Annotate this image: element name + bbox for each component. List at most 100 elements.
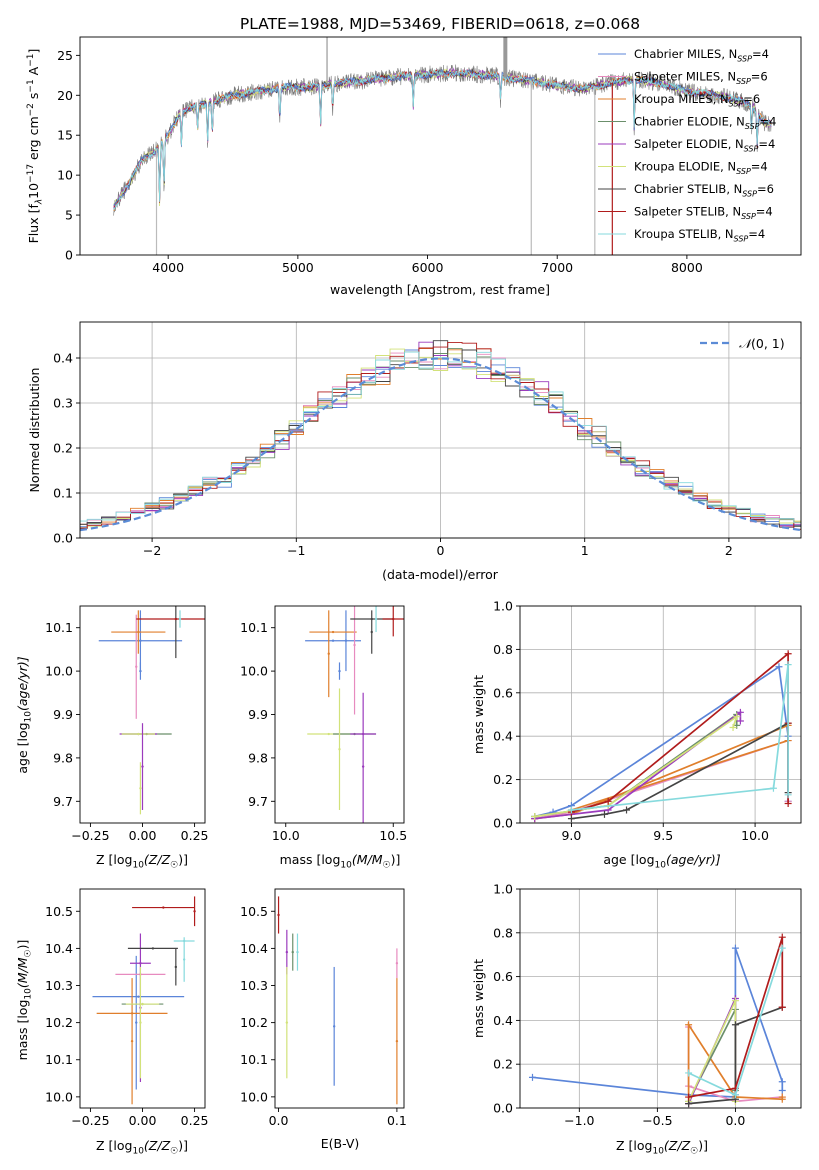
legend-entry: 𝒩(0, 1): [739, 336, 785, 351]
legend-name: Kroupa STELIB, N: [634, 227, 734, 241]
weight-marker: [784, 791, 792, 799]
data-point: [174, 617, 178, 621]
data-point: [327, 732, 330, 736]
legend-name: Kroupa MILES, N: [634, 92, 729, 106]
weight-marker: [685, 1021, 693, 1029]
data-point: [285, 1021, 289, 1024]
label-part: ☉: [170, 1147, 178, 1157]
weight-marker: [685, 1093, 693, 1101]
y-tick-label: 0.0: [53, 531, 73, 546]
weight-marker: [778, 1086, 786, 1094]
weight-marker: [567, 806, 575, 814]
weight-marker: [604, 797, 612, 805]
label-part: age [log: [15, 722, 30, 773]
y-tick-label: 10.1: [45, 1052, 73, 1067]
y-tick-label: 10: [57, 168, 73, 183]
axes-frame: −1.0 −0.5 0.0 0.0 0.2 0.4 0.6 0.8 1.0: [493, 882, 802, 1128]
x-axis-label: wavelength [Angstrom, rest frame]: [330, 282, 550, 297]
y-tick-label: 0.6: [493, 969, 513, 984]
label-part: −17: [26, 164, 36, 183]
label-part: A: [26, 66, 41, 79]
data-point: [338, 748, 341, 751]
y-tick-label: 0.2: [53, 441, 73, 456]
label-part: erg cm: [26, 116, 41, 164]
y-tick-label: 9.8: [248, 750, 268, 765]
label-part: 10: [24, 988, 34, 1000]
axes-border: [79, 36, 802, 256]
label-part: (age/yr)]: [15, 656, 30, 711]
y-tick-label: 1.0: [493, 599, 513, 614]
legend-subscript: SSP: [744, 145, 759, 154]
y-tick-label: 0.4: [493, 1013, 513, 1028]
plot-area: [113, 37, 772, 255]
legend-nssp: =4: [760, 115, 777, 129]
y-tick-label: 10.0: [45, 664, 73, 679]
axes-border: [274, 888, 405, 1109]
weight-marker: [769, 784, 777, 792]
label-part: )]: [698, 1138, 708, 1153]
y-tick-label: 0.0: [493, 816, 513, 831]
y-tick-label: 9.8: [53, 750, 73, 765]
data-point: [285, 950, 289, 954]
legend-entry: Kroupa STELIB, NSSP=4: [634, 227, 765, 244]
legend-name: Chabrier MILES, N: [634, 47, 737, 61]
plot-area: [98, 606, 205, 815]
y-tick-label: 0.2: [493, 1057, 513, 1072]
histogram-salpeter-stelib: [80, 341, 801, 530]
x-tick-label: 0.1: [387, 1113, 407, 1128]
legend-subscript: SSP: [745, 122, 760, 131]
data-point: [139, 787, 142, 790]
weight-line-chabrier-stelib: [688, 1006, 783, 1105]
y-tick-label: 10.1: [240, 620, 268, 635]
x-tick-label: 9.5: [653, 828, 673, 843]
weight-line-chabrier-stelib: [571, 721, 789, 820]
y-tick-label: 1.0: [493, 882, 513, 897]
label-part: (M/M: [352, 852, 383, 867]
x-tick-label: 10.0: [741, 828, 769, 843]
data-point: [174, 965, 178, 969]
y-tick-label: 9.7: [248, 794, 268, 809]
weight-marker: [685, 1069, 693, 1077]
y-tick-label: 0.4: [493, 729, 513, 744]
label-part: )]: [178, 852, 188, 867]
axes-frame: −0.25 0.00 0.25 9.7 9.8 9.9 10.0 10.1: [45, 605, 209, 843]
data-point: [193, 910, 196, 913]
legend-entry: Chabrier STELIB, NSSP=6: [634, 182, 774, 199]
weight-line-kroupa-stelib: [571, 664, 789, 811]
x-tick-label: 0.00: [129, 828, 157, 843]
histogram-kroupa-elodie: [80, 348, 801, 529]
x-tick-label: 0.0: [725, 1113, 745, 1128]
weight-marker: [731, 997, 739, 1005]
y-tick-label: 10.0: [45, 1089, 73, 1104]
histogram-kroupa-miles: [80, 348, 801, 525]
age-vs-mass-panel: 10.0 10.5 9.7 9.8 9.9 10.0 10.1 mass [log10(M/M…: [240, 605, 407, 871]
legend-nssp: =4: [751, 160, 768, 174]
legend-entry: Chabrier MILES, NSSP=4: [634, 47, 769, 64]
data-point: [162, 906, 165, 909]
label-part: )]: [15, 940, 30, 950]
legend-entry: Salpeter STELIB, NSSP=4: [634, 205, 773, 222]
label-part: −2: [26, 103, 36, 116]
x-tick-label: 0.00: [129, 1113, 157, 1128]
weight-marker: [778, 1078, 786, 1086]
y-tick-label: 15: [57, 128, 73, 143]
data-point: [130, 1039, 134, 1043]
data-point: [137, 732, 140, 736]
plot-area: [528, 933, 786, 1108]
y-tick-label: 25: [57, 48, 73, 63]
legend-subscript: SSP: [741, 212, 756, 221]
x-axis-label: Z [log10(Z/Z☉)]: [616, 1138, 708, 1157]
label-part: 10: [340, 861, 352, 871]
label-part: age [log: [603, 852, 654, 867]
y-tick-label: 9.7: [53, 794, 73, 809]
label-part: mass [log: [15, 1000, 30, 1061]
y-tick-label: 0.8: [493, 642, 513, 657]
label-part: 10: [26, 183, 41, 199]
weight-marker: [736, 708, 744, 716]
label-part: ☉: [24, 949, 34, 957]
label-part: ]: [26, 49, 41, 54]
y-tick-label: 0.6: [493, 685, 513, 700]
label-part: (Z/Z: [144, 852, 171, 867]
legend-nssp: =4: [752, 47, 769, 61]
